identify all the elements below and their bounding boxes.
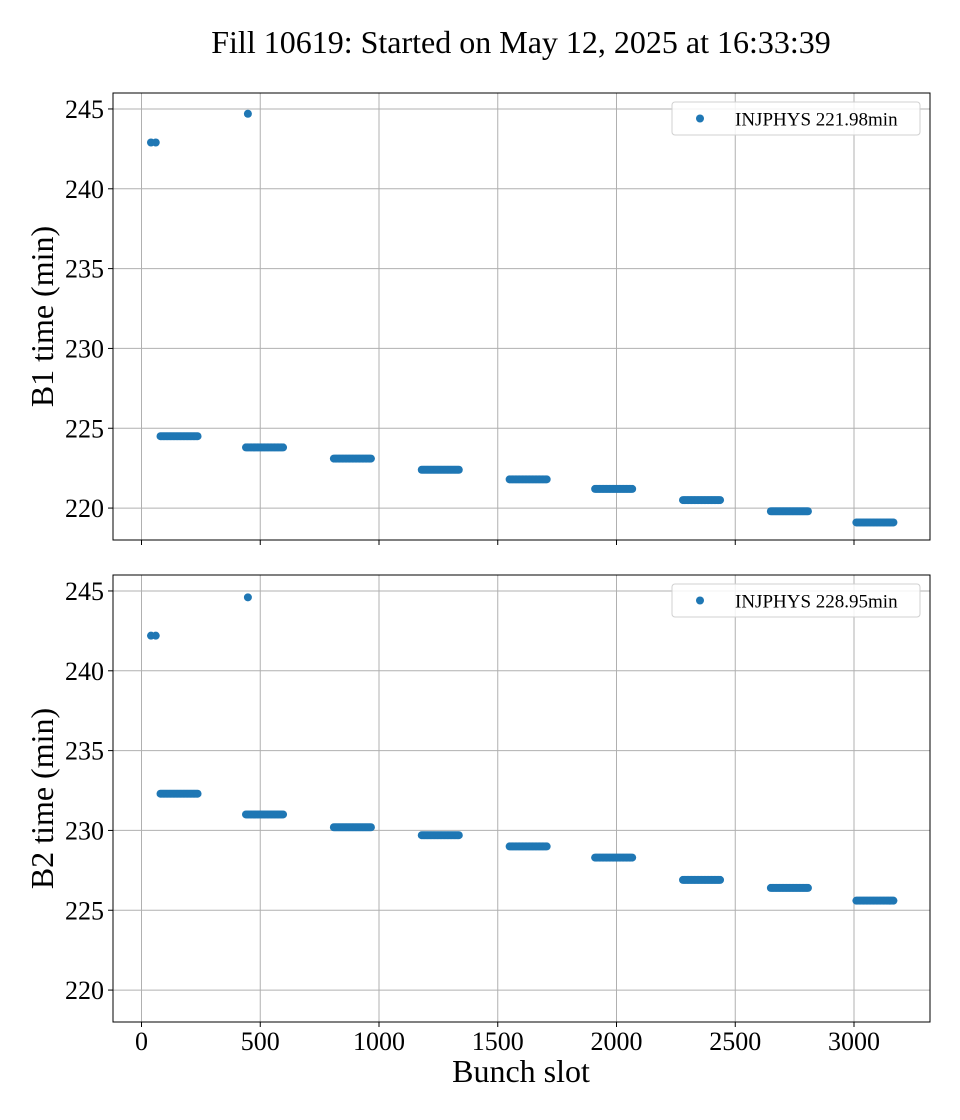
y-tick-label: 220 <box>65 976 104 1005</box>
data-point <box>628 484 637 493</box>
data-point <box>243 109 252 118</box>
y-tick-label: 240 <box>65 175 104 204</box>
plot-frame <box>112 92 931 541</box>
legend-label: INJPHYS 228.95min <box>735 592 898 613</box>
y-tick-label: 225 <box>65 896 104 925</box>
data-point <box>628 853 637 862</box>
legend-marker <box>696 596 704 605</box>
bunch-train-3 <box>329 823 375 832</box>
data-point <box>889 518 898 527</box>
y-tick-label: 230 <box>65 816 104 845</box>
y-tick-label: 235 <box>65 255 104 284</box>
bunch-train-5 <box>505 842 551 851</box>
x-tick-label: 3000 <box>828 1027 880 1056</box>
data-point <box>193 432 202 441</box>
x-tick-label: 500 <box>241 1027 280 1056</box>
data-point <box>454 831 463 840</box>
figure-title: Fill 10619: Started on May 12, 2025 at 1… <box>211 24 831 60</box>
bunch-train-2 <box>242 443 288 452</box>
data-point <box>366 823 375 832</box>
x-tick-label: 0 <box>135 1027 148 1056</box>
legend: INJPHYS 221.98min <box>671 101 921 136</box>
grid <box>113 93 930 540</box>
y-tick-label: 220 <box>65 494 104 523</box>
data-point <box>243 593 252 602</box>
data-points <box>147 593 898 905</box>
top-panel-b1: 220 225 230 235 240 245 B1 time (min) INJPHYS 2… <box>24 92 931 545</box>
data-point <box>542 842 551 851</box>
y-tick-label: 240 <box>65 657 104 686</box>
x-tick-label: 1000 <box>353 1027 405 1056</box>
x-axis-label: Bunch slot <box>452 1053 590 1089</box>
data-point <box>803 883 812 892</box>
data-point <box>803 507 812 516</box>
legend-box <box>671 583 921 618</box>
bunch-train-1 <box>156 432 202 441</box>
data-point <box>454 465 463 474</box>
data-point <box>716 496 725 505</box>
plot-frame <box>112 574 931 1023</box>
bunch-train-3 <box>329 454 375 463</box>
data-point <box>279 443 288 452</box>
data-point <box>151 631 160 640</box>
data-point <box>542 475 551 484</box>
legend-box <box>671 101 921 136</box>
bunch-train-8 <box>766 883 812 892</box>
data-point <box>889 896 898 905</box>
data-point <box>716 875 725 884</box>
y-axis-label: B1 time (min) <box>24 226 60 407</box>
bunch-train-9 <box>852 518 898 527</box>
bunch-train-4 <box>417 831 463 840</box>
grid <box>113 575 930 1022</box>
legend-label: INJPHYS 221.98min <box>735 110 898 131</box>
y-tick-label: 235 <box>65 737 104 766</box>
legend-marker <box>696 114 704 123</box>
y-tick-label: 245 <box>65 95 104 124</box>
y-tick-label: 245 <box>65 577 104 606</box>
bunch-train-6 <box>591 853 637 862</box>
y-axis-label: B2 time (min) <box>24 708 60 889</box>
data-point <box>151 138 160 147</box>
data-points <box>147 109 898 527</box>
bunch-train-2 <box>242 810 288 819</box>
bottom-panel-b2: 220 225 230 235 240 245 0 500 1000 1500 2000 2500 30… <box>24 574 931 1056</box>
x-axis-ticks: 0 500 1000 1500 2000 2500 3000 <box>135 1022 880 1056</box>
y-axis-ticks: 220 225 230 235 240 245 <box>65 95 113 523</box>
data-point <box>366 454 375 463</box>
data-point <box>279 810 288 819</box>
bunch-train-5 <box>505 475 551 484</box>
data-point <box>193 789 202 798</box>
y-tick-label: 225 <box>65 414 104 443</box>
legend: INJPHYS 228.95min <box>671 583 921 618</box>
x-tick-label: 2500 <box>709 1027 761 1056</box>
bunch-train-4 <box>417 465 463 474</box>
bunch-train-8 <box>766 507 812 516</box>
bunch-train-6 <box>591 484 637 493</box>
y-tick-label: 230 <box>65 334 104 363</box>
y-axis-ticks: 220 225 230 235 240 245 <box>65 577 113 1005</box>
bunch-train-7 <box>679 496 725 505</box>
bunch-train-7 <box>679 875 725 884</box>
bunch-train-9 <box>852 896 898 905</box>
x-axis-ticks <box>141 540 855 545</box>
x-tick-label: 2000 <box>591 1027 643 1056</box>
x-tick-label: 1500 <box>472 1027 524 1056</box>
bunch-train-1 <box>156 789 202 798</box>
